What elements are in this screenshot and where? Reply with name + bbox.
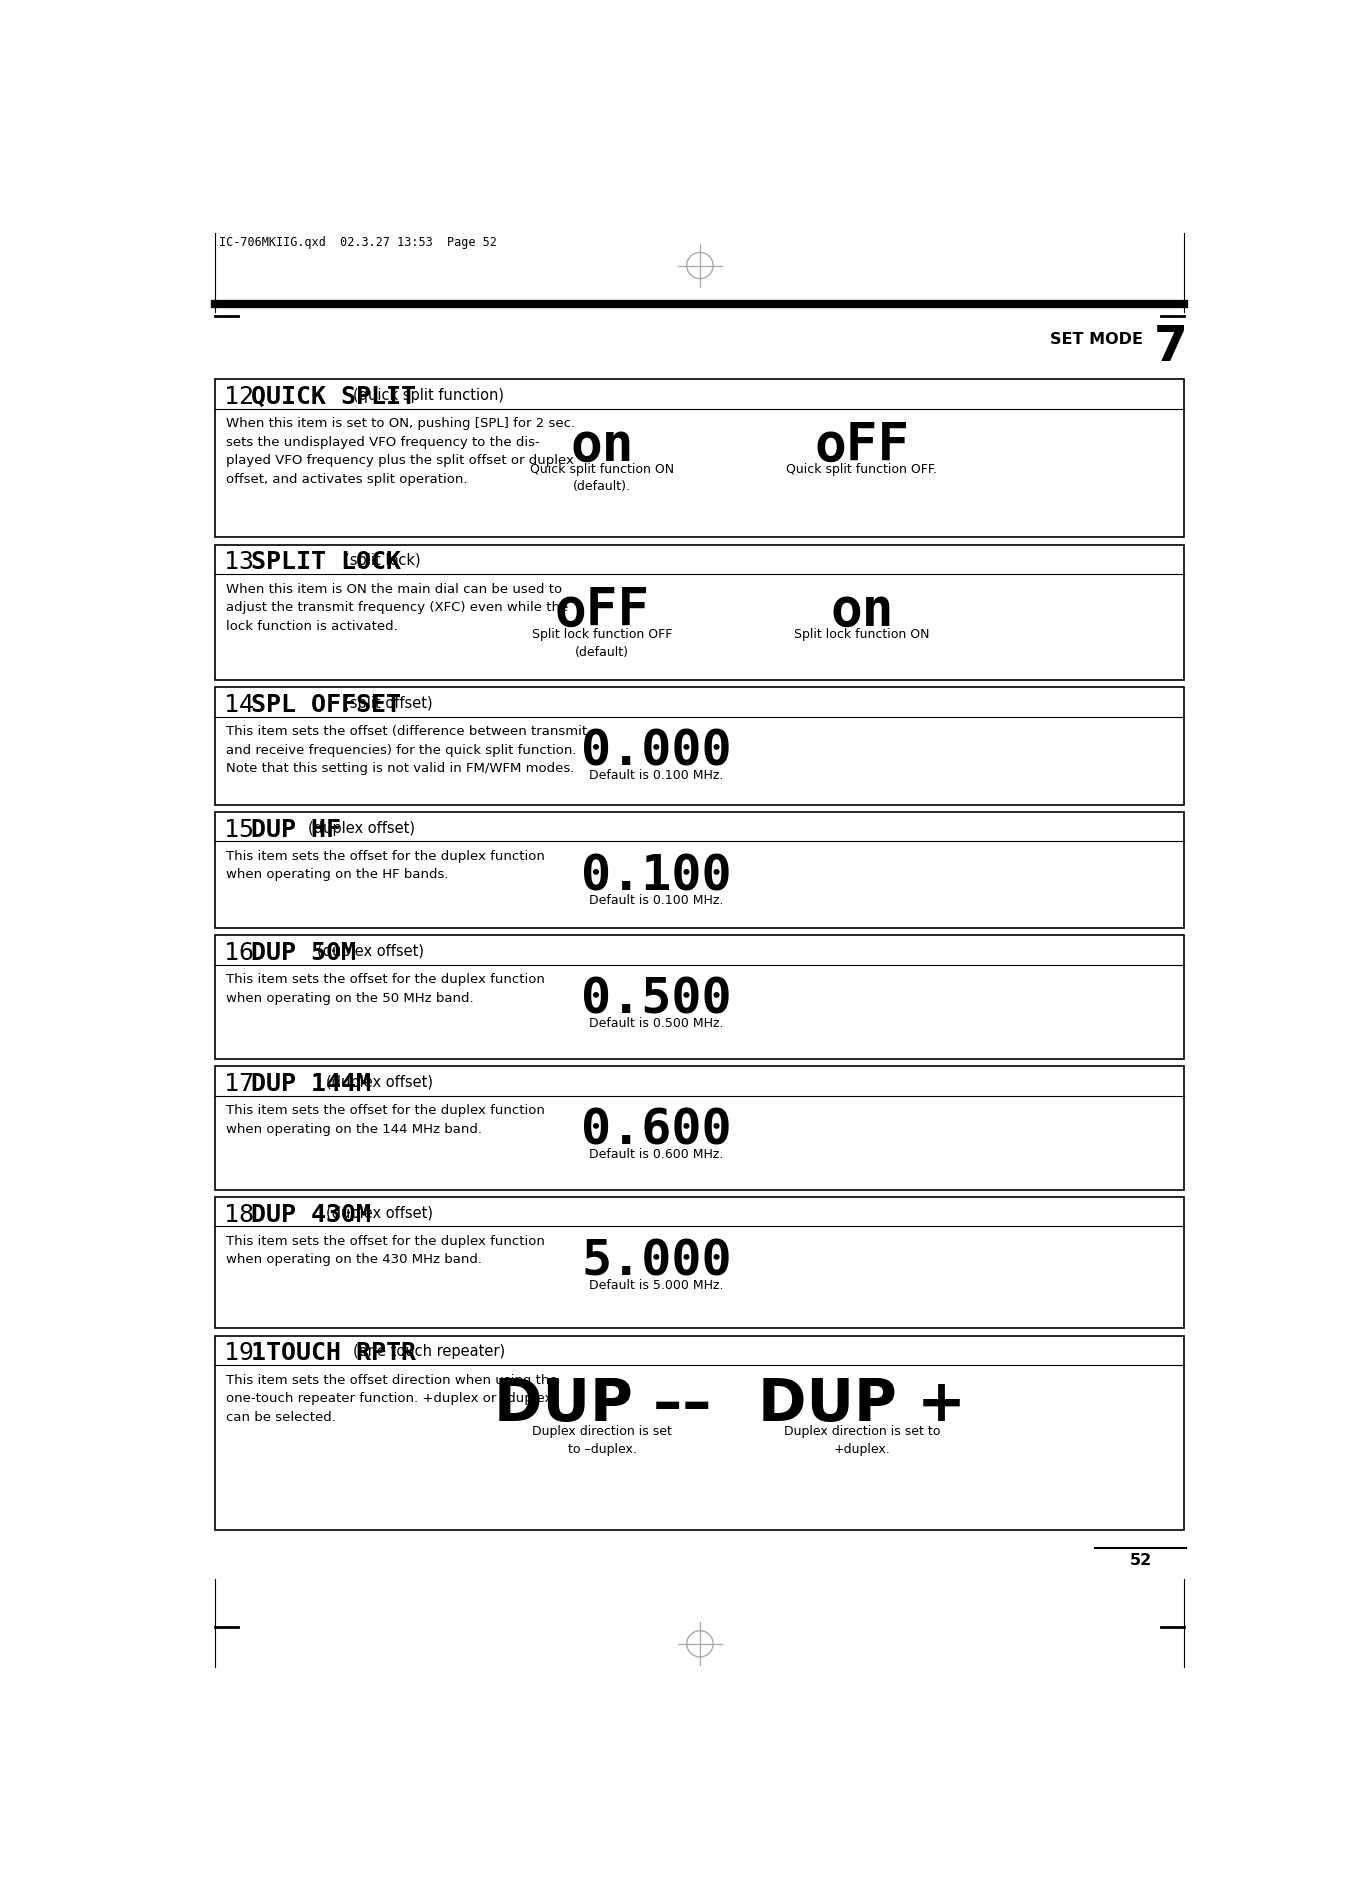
Text: 52: 52 bbox=[1130, 1552, 1152, 1567]
Text: Duplex direction is set to
+duplex.: Duplex direction is set to +duplex. bbox=[784, 1424, 940, 1456]
Text: This item sets the offset for the duplex function
when operating on the HF bands: This item sets the offset for the duplex… bbox=[225, 849, 545, 881]
Bar bbox=[214, 688, 1185, 804]
Text: Split lock function OFF
(default): Split lock function OFF (default) bbox=[532, 628, 673, 660]
Text: This item sets the offset direction when using the
one-touch repeater function. : This item sets the offset direction when… bbox=[225, 1374, 557, 1424]
Text: (one touch repeater): (one touch repeater) bbox=[352, 1343, 505, 1359]
Text: 16: 16 bbox=[224, 941, 269, 964]
Text: 7: 7 bbox=[1153, 323, 1188, 372]
Bar bbox=[214, 380, 1185, 537]
Text: 13: 13 bbox=[224, 551, 269, 575]
Text: Split lock function ON: Split lock function ON bbox=[794, 628, 930, 641]
Text: (quick split function): (quick split function) bbox=[352, 387, 504, 402]
Bar bbox=[214, 1197, 1185, 1328]
Text: (split lock): (split lock) bbox=[344, 554, 420, 569]
Text: This item sets the offset for the duplex function
when operating on the 50 MHz b: This item sets the offset for the duplex… bbox=[225, 973, 545, 1005]
Text: Quick split function ON
(default).: Quick split function ON (default). bbox=[530, 462, 674, 492]
Text: 0.000: 0.000 bbox=[581, 727, 732, 776]
Text: (split offset): (split offset) bbox=[344, 695, 433, 710]
Text: DUP 144M: DUP 144M bbox=[251, 1071, 371, 1095]
Text: 14: 14 bbox=[224, 693, 269, 718]
Bar bbox=[214, 545, 1185, 680]
Text: SPL OFFSET: SPL OFFSET bbox=[251, 693, 401, 718]
Text: When this item is ON the main dial can be used to
adjust the transmit frequency : When this item is ON the main dial can b… bbox=[225, 582, 568, 633]
Text: Default is 0.600 MHz.: Default is 0.600 MHz. bbox=[590, 1148, 723, 1161]
Text: (duplex offset): (duplex offset) bbox=[317, 943, 425, 958]
Text: (duplex offset): (duplex offset) bbox=[308, 821, 415, 836]
Text: DUP 430M: DUP 430M bbox=[251, 1203, 371, 1227]
Text: 0.600: 0.600 bbox=[581, 1107, 732, 1154]
Text: on: on bbox=[571, 419, 635, 472]
Text: on: on bbox=[830, 584, 894, 637]
Text: 18: 18 bbox=[224, 1203, 269, 1227]
Text: 5.000: 5.000 bbox=[581, 1236, 732, 1285]
Text: 19: 19 bbox=[224, 1342, 269, 1366]
Text: Duplex direction is set
to –duplex.: Duplex direction is set to –duplex. bbox=[532, 1424, 672, 1456]
Bar bbox=[214, 1336, 1185, 1530]
Text: When this item is set to ON, pushing [SPL] for 2 sec.
sets the undisplayed VFO f: When this item is set to ON, pushing [SP… bbox=[225, 417, 575, 485]
Text: oFF: oFF bbox=[815, 419, 909, 472]
Bar bbox=[214, 1065, 1185, 1189]
Text: DUP ––: DUP –– bbox=[494, 1375, 711, 1434]
Text: Quick split function OFF.: Quick split function OFF. bbox=[786, 462, 938, 475]
Bar bbox=[214, 936, 1185, 1058]
Text: 17: 17 bbox=[224, 1071, 269, 1095]
Text: (duplex offset): (duplex offset) bbox=[326, 1075, 433, 1090]
Text: oFF: oFF bbox=[554, 584, 650, 637]
Text: (duplex offset): (duplex offset) bbox=[326, 1206, 433, 1221]
Text: 0.500: 0.500 bbox=[581, 975, 732, 1024]
Text: 0.100: 0.100 bbox=[581, 853, 732, 900]
Text: This item sets the offset for the duplex function
when operating on the 430 MHz : This item sets the offset for the duplex… bbox=[225, 1235, 545, 1266]
Text: 15: 15 bbox=[224, 817, 269, 842]
Text: Default is 0.100 MHz.: Default is 0.100 MHz. bbox=[590, 894, 723, 908]
Text: DUP 50M: DUP 50M bbox=[251, 941, 356, 964]
Text: 12: 12 bbox=[224, 385, 269, 410]
Text: Default is 5.000 MHz.: Default is 5.000 MHz. bbox=[590, 1280, 723, 1293]
Text: Default is 0.500 MHz.: Default is 0.500 MHz. bbox=[590, 1017, 723, 1030]
Text: DUP +: DUP + bbox=[758, 1375, 966, 1434]
Bar bbox=[214, 812, 1185, 928]
Text: This item sets the offset (difference between transmit
and receive frequencies) : This item sets the offset (difference be… bbox=[225, 725, 587, 776]
Text: This item sets the offset for the duplex function
when operating on the 144 MHz : This item sets the offset for the duplex… bbox=[225, 1105, 545, 1135]
Text: SPLIT LOCK: SPLIT LOCK bbox=[251, 551, 401, 575]
Text: QUICK SPLIT: QUICK SPLIT bbox=[251, 385, 416, 410]
Text: Default is 0.100 MHz.: Default is 0.100 MHz. bbox=[590, 769, 723, 782]
Text: SET MODE: SET MODE bbox=[1050, 333, 1144, 348]
Text: IC-706MKIIG.qxd  02.3.27 13:53  Page 52: IC-706MKIIG.qxd 02.3.27 13:53 Page 52 bbox=[218, 237, 497, 250]
Text: 1TOUCH RPTR: 1TOUCH RPTR bbox=[251, 1342, 416, 1366]
Text: DUP HF: DUP HF bbox=[251, 817, 341, 842]
